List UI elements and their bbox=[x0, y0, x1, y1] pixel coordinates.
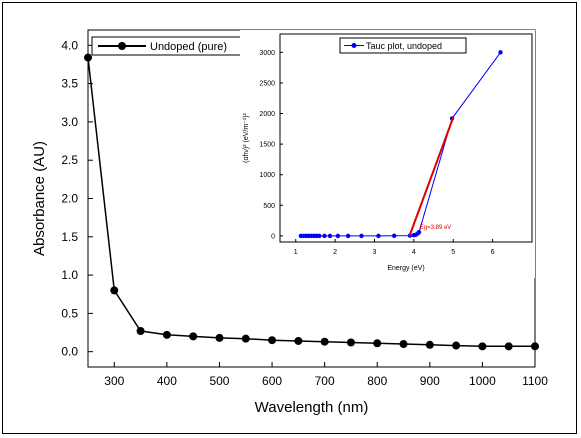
data-point bbox=[391, 233, 397, 238]
x-tick-label: 300 bbox=[104, 374, 124, 388]
data-point bbox=[241, 334, 250, 343]
x-tick-label: 1000 bbox=[469, 374, 496, 388]
bandgap-annotation: Eg=3.89 eV bbox=[420, 225, 452, 231]
data-point bbox=[452, 341, 461, 350]
y-tick-label: 0 bbox=[271, 233, 275, 240]
y-tick-label: 4.0 bbox=[61, 38, 78, 52]
y-tick-label: 3.5 bbox=[61, 77, 78, 91]
x-tick-label: 500 bbox=[209, 374, 229, 388]
data-point bbox=[399, 340, 408, 349]
data-point bbox=[416, 230, 422, 235]
main-legend-label: Undoped (pure) bbox=[150, 41, 227, 53]
inset-legend-label: Tauc plot, undoped bbox=[366, 41, 442, 51]
data-point bbox=[110, 286, 119, 295]
data-point bbox=[478, 342, 487, 351]
y-tick-label: 1.0 bbox=[61, 268, 78, 282]
inset-legend: Tauc plot, undoped bbox=[339, 37, 467, 54]
series-line bbox=[408, 116, 455, 237]
data-point bbox=[498, 50, 503, 55]
x-tick-label: 2 bbox=[333, 249, 337, 256]
data-point bbox=[376, 233, 381, 239]
y-tick-label: 0.5 bbox=[61, 306, 78, 320]
data-point bbox=[215, 333, 224, 342]
data-point bbox=[84, 53, 92, 62]
x-tick-label: 6 bbox=[491, 249, 495, 256]
x-tick-label: 800 bbox=[367, 374, 387, 388]
data-point bbox=[531, 342, 539, 351]
figure-frame bbox=[2, 2, 577, 434]
data-point bbox=[425, 340, 434, 349]
x-tick-label: 600 bbox=[262, 374, 282, 388]
inset-background bbox=[240, 30, 535, 278]
inset-plot-area bbox=[279, 33, 533, 243]
data-point bbox=[373, 339, 382, 348]
main-axis-ticks: 300 400 500 600 700 800 900 1000 1100 0.0 0.5 1.0 1.… bbox=[61, 38, 548, 388]
y-tick-label: 1000 bbox=[259, 172, 275, 179]
x-tick-label: 900 bbox=[420, 374, 440, 388]
y-tick-label: 500 bbox=[263, 203, 275, 210]
y-tick-label: 1500 bbox=[259, 142, 275, 149]
x-tick-label: 400 bbox=[157, 374, 177, 388]
x-tick-label: 5 bbox=[451, 249, 455, 256]
data-point bbox=[345, 233, 351, 239]
inset-legend-box bbox=[339, 37, 467, 54]
data-point bbox=[346, 338, 355, 347]
x-tick-label: 3 bbox=[373, 249, 377, 256]
y-tick-label: 2.0 bbox=[61, 192, 78, 206]
main-y-axis-label: Absorbance (AU) bbox=[31, 141, 48, 256]
data-point bbox=[320, 337, 329, 346]
main-legend-marker bbox=[118, 42, 126, 50]
data-point bbox=[504, 342, 513, 351]
data-point bbox=[327, 233, 333, 239]
x-tick-label: 1 bbox=[294, 249, 298, 256]
y-tick-label: 3.0 bbox=[61, 115, 78, 129]
y-tick-label: 3000 bbox=[259, 50, 275, 57]
inset-x-axis-label: Energy (eV) bbox=[387, 265, 424, 272]
data-point bbox=[322, 233, 327, 239]
data-point bbox=[317, 233, 322, 239]
inset-legend-marker bbox=[351, 43, 357, 48]
data-point bbox=[136, 327, 145, 336]
inset-y-axis-label: (αhν)² (eV/m⁻¹)² bbox=[243, 112, 250, 162]
inset-axis-ticks: 1 2 3 4 5 6 0 500 1000 1500 2000 2500 3000 bbox=[259, 50, 494, 256]
data-point bbox=[359, 233, 364, 239]
x-tick-label: 4 bbox=[412, 249, 416, 256]
data-point bbox=[189, 332, 198, 341]
main-series-group bbox=[84, 53, 539, 351]
y-tick-label: 0.0 bbox=[61, 345, 78, 359]
x-tick-label: 1100 bbox=[522, 374, 548, 388]
main-x-axis-label: Wavelength (nm) bbox=[255, 399, 369, 416]
data-point bbox=[162, 330, 171, 339]
y-tick-label: 2.5 bbox=[61, 153, 78, 167]
series-line bbox=[87, 57, 535, 348]
data-point bbox=[294, 336, 303, 345]
data-point bbox=[268, 336, 277, 345]
y-tick-label: 1.5 bbox=[61, 230, 78, 244]
inset-series-group bbox=[298, 50, 503, 239]
y-tick-label: 2000 bbox=[259, 111, 275, 118]
x-tick-label: 700 bbox=[315, 374, 335, 388]
main-legend: Undoped (pure) bbox=[91, 36, 243, 56]
y-tick-label: 2500 bbox=[259, 80, 275, 87]
data-point bbox=[335, 233, 341, 239]
